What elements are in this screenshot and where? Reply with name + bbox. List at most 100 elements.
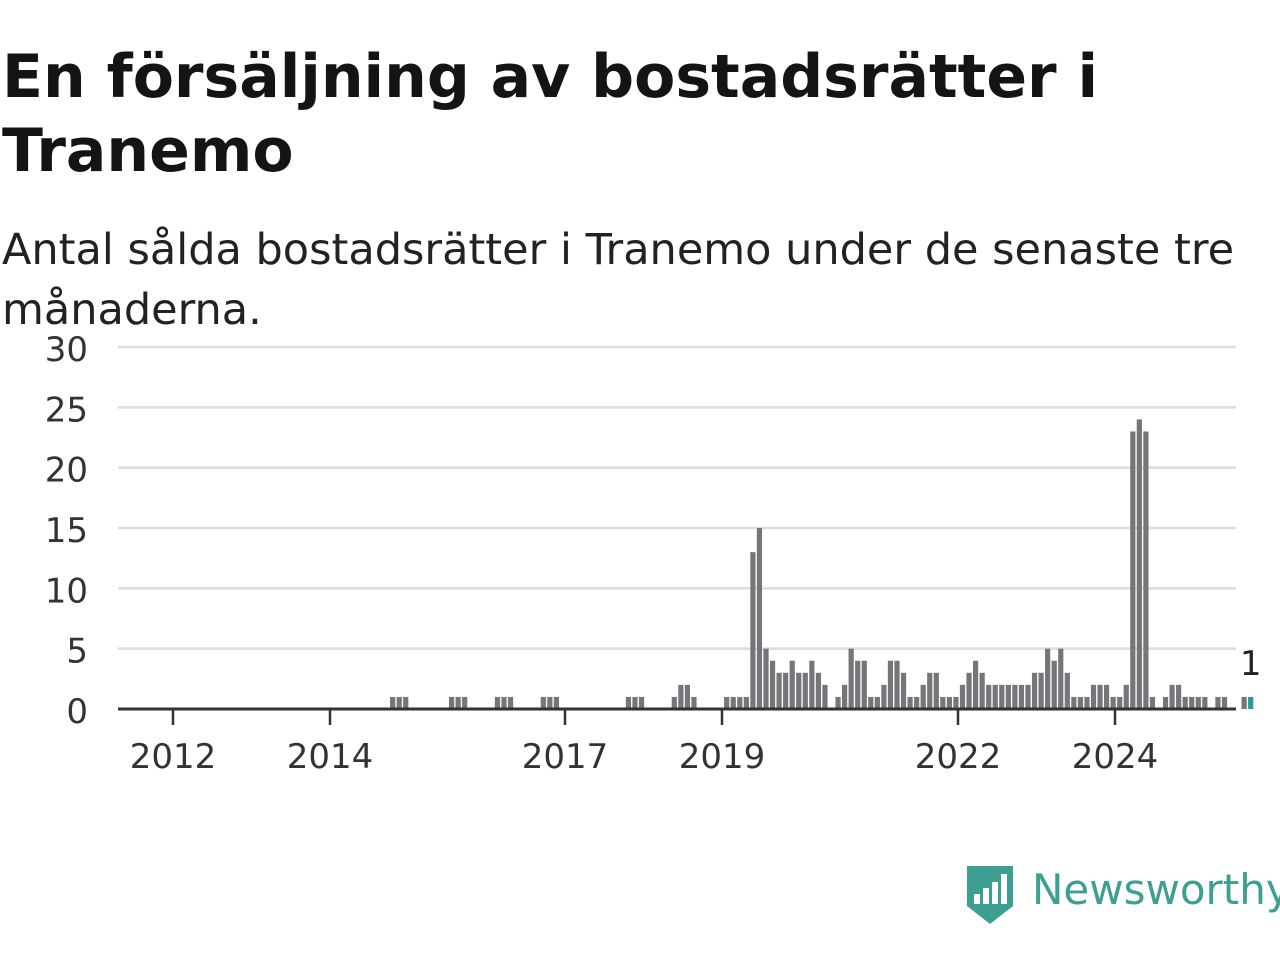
y-tick-label: 20 [45,451,88,491]
y-tick-label: 30 [45,330,88,370]
chart-subtitle: Antal sålda bostadsrätter i Tranemo unde… [2,225,1235,335]
bar [900,672,907,709]
x-tick-label: 2024 [1072,737,1159,777]
bar [1143,431,1149,709]
y-tick-label: 10 [45,571,88,611]
x-tick-label: 2014 [287,737,374,777]
bar [933,672,939,709]
y-axis-ticks: 0 5 10 15 20 25 30 [45,330,88,732]
bar [1182,696,1188,709]
bar [553,696,559,709]
bar [396,696,402,709]
bar [914,696,920,709]
bar [547,696,553,709]
bar [1045,648,1051,709]
bar [973,660,979,709]
bar [887,660,894,709]
bar [684,684,690,709]
bar [1136,419,1142,709]
newsworthy-logo[interactable]: Newsworthy [964,864,1280,928]
bar [1077,696,1083,709]
bar [979,672,985,709]
bar [842,684,848,709]
bar [403,696,409,709]
bar [1149,696,1156,709]
bar [632,696,638,709]
gridlines [118,345,1236,650]
bar-latest [1248,696,1254,709]
bar [737,696,743,709]
x-axis: 2012 2014 2017 2019 2022 2024 [118,707,1236,777]
bar [986,684,992,709]
bar [822,684,828,709]
bar [1162,696,1169,709]
bar [501,696,507,709]
bar [776,672,782,709]
bar [1202,696,1208,709]
bar [789,660,795,709]
bar [724,696,730,709]
bar [507,696,514,709]
bar [1117,696,1123,709]
bar [959,684,966,709]
bar [920,684,926,709]
bar [999,684,1005,709]
x-tick-label: 2022 [915,737,1002,777]
x-tick-label: 2017 [522,737,609,777]
y-tick-label: 5 [66,632,88,672]
newsworthy-logo-icon [967,866,1013,924]
annotations: 1 [1240,644,1262,684]
bar [494,696,501,709]
bar [946,696,952,709]
bar [730,696,736,709]
bar [907,696,913,709]
bar [1005,684,1011,709]
last-value-label: 1 [1240,644,1262,684]
bar [691,696,697,709]
bar [750,552,756,709]
bar [1097,684,1103,709]
x-tick-label: 2012 [130,737,217,777]
bar [1064,672,1070,709]
bar [671,696,677,709]
y-tick-label: 0 [66,692,88,732]
bar [802,672,808,709]
bar [953,696,959,709]
bar [1110,696,1116,709]
bar [1189,696,1195,709]
bar [861,660,867,709]
bar [855,660,861,709]
bar [1221,696,1228,709]
bar [783,672,789,709]
bar [1051,660,1057,709]
y-tick-label: 25 [45,390,88,430]
bar [1018,684,1025,709]
bar [927,672,933,709]
bar [390,696,396,709]
bar [1123,684,1129,709]
bar [868,696,874,709]
bar [815,672,821,709]
bar [1025,684,1031,709]
bar [1058,648,1064,709]
bar [992,684,998,709]
bar [835,696,841,709]
bar [881,684,887,709]
bar [966,672,972,709]
bar [940,696,946,709]
bar [678,684,684,709]
newsworthy-logo-text: Newsworthy [1032,865,1280,914]
bar [1195,696,1201,709]
bar [1130,431,1136,709]
bar [1215,696,1221,709]
bar [743,696,749,709]
bar [874,696,880,709]
bar [455,696,461,709]
bar [1031,672,1038,709]
bar [449,696,455,709]
bar [540,696,546,709]
bar [625,696,632,709]
bar [763,648,769,709]
x-tick-label: 2019 [679,737,766,777]
